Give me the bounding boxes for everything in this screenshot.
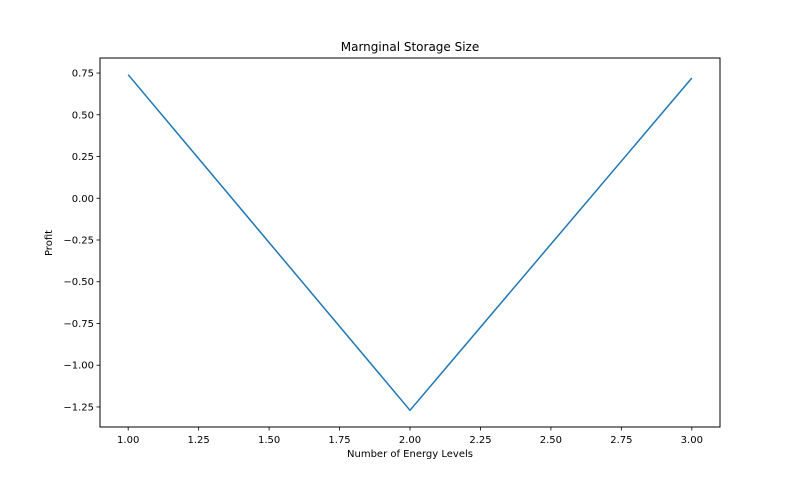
x-axis-label: Number of Energy Levels	[347, 449, 473, 460]
y-tick-label: −1.25	[63, 402, 94, 413]
chart-title: Marnginal Storage Size	[341, 40, 480, 54]
plot-area	[99, 57, 721, 428]
axes-frame	[99, 57, 721, 428]
y-tick-label: 0.00	[72, 194, 94, 205]
x-tick-label: 1.50	[258, 435, 280, 446]
y-tick-label: 0.25	[72, 152, 94, 163]
y-axis: 0.75 0.50 0.25 0.00 −0.25 −0.50 −0.75 −1.00 −1.2…	[63, 69, 100, 413]
x-tick-label: 3.00	[681, 435, 703, 446]
y-tick-label: 0.75	[72, 69, 94, 80]
x-tick-label: 2.50	[540, 435, 562, 446]
y-tick-label: −0.50	[63, 277, 94, 288]
x-tick-label: 2.25	[469, 435, 491, 446]
x-axis: 1.00 1.25 1.50 1.75 2.00 2.25 2.50 2.75 3.00	[117, 427, 703, 446]
y-axis-label: Profit	[44, 230, 55, 256]
y-tick-label: −0.75	[63, 319, 94, 330]
x-tick-label: 2.75	[610, 435, 632, 446]
x-tick-label: 1.00	[117, 435, 139, 446]
x-tick-label: 1.75	[328, 435, 350, 446]
x-tick-label: 2.00	[399, 435, 421, 446]
series-line	[127, 74, 693, 412]
x-tick-label: 1.25	[188, 435, 210, 446]
y-tick-label: −0.25	[63, 235, 94, 246]
series-layer	[127, 74, 693, 412]
y-tick-label: −1.00	[63, 361, 94, 372]
y-tick-label: 0.50	[72, 110, 94, 121]
